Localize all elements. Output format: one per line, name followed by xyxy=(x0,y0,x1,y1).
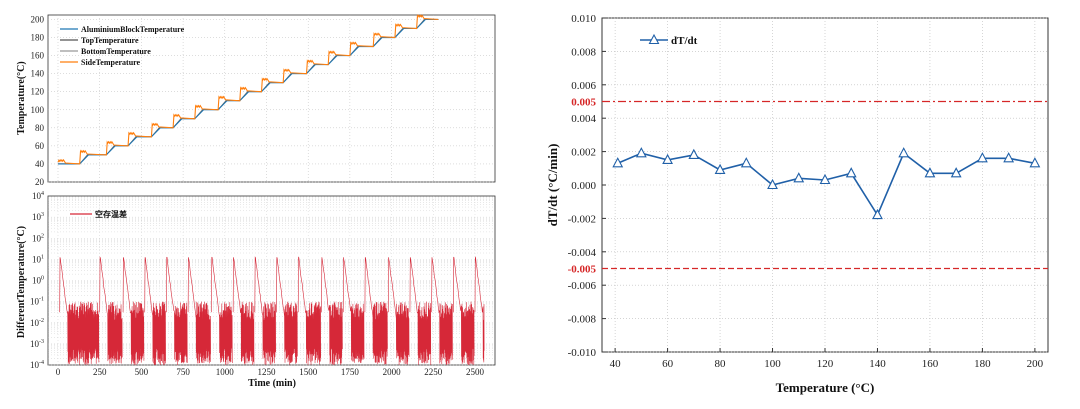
x-tick-label: 1500 xyxy=(299,367,318,377)
y-tick-label: 100 xyxy=(32,276,44,286)
y-tick-label: 0.010 xyxy=(571,13,596,25)
legend-label: TopTemperature xyxy=(81,36,139,45)
x-tick-label: 200 xyxy=(1027,358,1044,370)
y-tick-label: 20 xyxy=(35,177,45,187)
series-line-side xyxy=(57,14,439,165)
data-point-marker xyxy=(924,167,936,178)
y-tick-label: 0.000 xyxy=(571,180,596,192)
y-tick-label: 160 xyxy=(31,51,45,61)
y-tick-label: 10-1 xyxy=(30,297,44,307)
y-tick-label: 0.002 xyxy=(571,147,596,159)
y-tick-label: 100 xyxy=(31,105,45,115)
data-point-marker xyxy=(635,147,647,158)
y-tick-label: 60 xyxy=(35,141,45,151)
data-point-marker xyxy=(740,157,752,168)
legend-label: BottomTemperature xyxy=(81,47,151,56)
y-tick-label: 120 xyxy=(31,87,45,97)
data-point-marker xyxy=(662,153,674,164)
chart-temperature: 20 40 60 80 100 120 140 160 180 200 AluminiumBloc… xyxy=(16,14,496,187)
x-tick-label: 60 xyxy=(662,358,674,370)
y-tick-label: -0.006 xyxy=(568,280,597,292)
x-tick-label: 120 xyxy=(817,358,834,370)
x-axis-label-temperature: Temperature (°C) xyxy=(776,380,875,395)
y-tick-label: 0.008 xyxy=(571,46,596,58)
legend-label: dT/dt xyxy=(671,35,698,47)
x-tick-label: 500 xyxy=(135,367,149,377)
y-tick-label: 80 xyxy=(35,123,45,133)
x-tick-label: 160 xyxy=(922,358,939,370)
x-tick-label: 2500 xyxy=(466,367,485,377)
y-axis-label-temperature: Temperature(°C) xyxy=(16,61,27,134)
x-tick-label: 40 xyxy=(610,358,622,370)
data-point-marker xyxy=(688,148,700,159)
y-axis-label-difference: DifferentTemperature(°C) xyxy=(16,226,27,338)
data-point-marker xyxy=(872,208,883,220)
data-point-marker xyxy=(845,167,857,178)
y-tick-label: 10-2 xyxy=(30,318,44,328)
x-tick-label: 1250 xyxy=(257,367,276,377)
y-tick-label: 103 xyxy=(32,212,44,222)
data-point-marker xyxy=(1003,152,1015,163)
y-tick-label: -0.004 xyxy=(568,247,597,259)
chart-dtdt: 0.005 -0.005 -0.010 -0.008 -0.006 -0.004 -0.0… xyxy=(545,13,1049,395)
data-point-marker xyxy=(819,173,831,185)
x-tick-label: 2250 xyxy=(424,367,443,377)
x-tick-label: 100 xyxy=(764,358,781,370)
x-tick-label: 0 xyxy=(56,367,61,377)
threshold-label: 0.005 xyxy=(571,97,596,109)
y-tick-label: 140 xyxy=(31,69,45,79)
data-point-marker xyxy=(767,178,778,190)
x-tick-label: 1000 xyxy=(216,367,235,377)
x-tick-label: 180 xyxy=(974,358,991,370)
plot-frame-temperature xyxy=(47,14,496,183)
x-tick-label: 750 xyxy=(176,367,190,377)
y-tick-label: 0.006 xyxy=(571,80,596,92)
data-point-marker xyxy=(1029,157,1041,168)
y-tick-label: 104 xyxy=(32,191,44,201)
data-point-marker xyxy=(898,147,910,158)
y-tick-label: -0.008 xyxy=(568,314,597,326)
legend-marker xyxy=(648,33,660,45)
data-point-marker xyxy=(793,172,805,183)
y-tick-label: -0.010 xyxy=(568,347,597,359)
legend-label: SideTemperature xyxy=(81,58,141,67)
x-tick-label: 140 xyxy=(869,358,886,370)
y-tick-label: 0.004 xyxy=(571,113,596,125)
y-tick-label: 180 xyxy=(31,33,45,43)
threshold-label: -0.005 xyxy=(568,264,597,276)
data-point-marker xyxy=(714,163,726,175)
legend-label: AluminiumBlockTemperature xyxy=(81,25,185,34)
y-tick-label: 200 xyxy=(31,15,45,25)
y-tick-label: 101 xyxy=(32,254,44,264)
y-tick-label: -0.002 xyxy=(568,213,596,225)
x-axis-label-time: Time (min) xyxy=(248,378,296,389)
data-point-marker xyxy=(976,152,988,163)
x-tick-label: 80 xyxy=(715,358,727,370)
y-tick-label: 40 xyxy=(35,159,45,169)
y-axis-label-dtdt: dT/dt (°C/min) xyxy=(545,144,560,227)
x-tick-label: 250 xyxy=(93,367,107,377)
y-tick-label: 102 xyxy=(32,233,44,243)
data-point-marker xyxy=(612,157,624,168)
data-point-marker xyxy=(950,167,962,178)
legend-label: 空存温差 xyxy=(95,209,127,219)
x-tick-label: 2000 xyxy=(383,367,402,377)
y-tick-label: 10-4 xyxy=(30,360,44,370)
chart-difference: 10-4 10-3 10-2 10-1 100 101 102 103 104 0 250 500 75… xyxy=(16,191,496,389)
y-tick-label: 10-3 xyxy=(30,339,44,349)
x-tick-label: 1750 xyxy=(341,367,360,377)
